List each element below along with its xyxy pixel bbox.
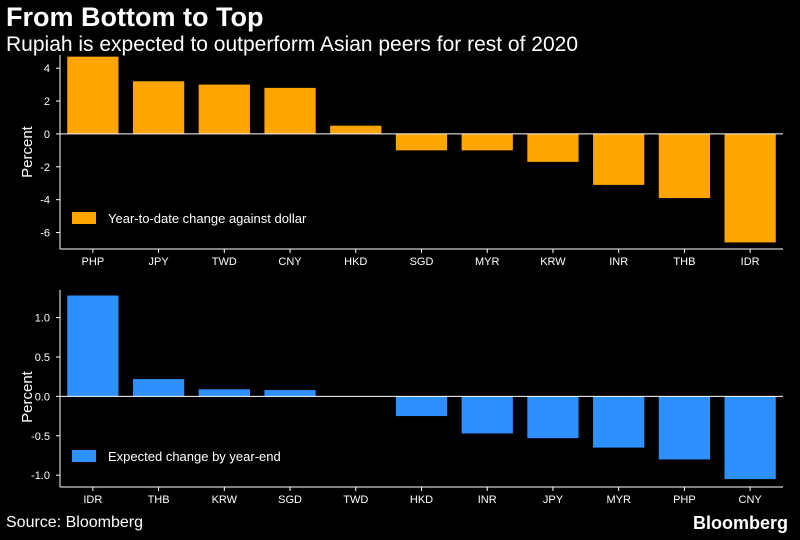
legend-swatch	[72, 450, 96, 462]
chart-title: From Bottom to Top	[6, 2, 264, 32]
x-tick-label: IDR	[741, 256, 760, 268]
bar-php	[658, 396, 711, 460]
x-tick-label: TWD	[343, 494, 368, 506]
x-tick-label: IDR	[83, 494, 102, 506]
x-tick-label: PHP	[673, 494, 696, 506]
x-tick-label: INR	[609, 256, 628, 268]
x-tick-label: CNY	[739, 494, 763, 506]
x-tick-label: KRW	[212, 494, 238, 506]
bar-cny	[264, 87, 316, 134]
y-axis-label: Percent	[19, 370, 36, 423]
x-tick-label: INR	[478, 494, 497, 506]
bar-twd	[198, 84, 250, 134]
x-tick-label: JPY	[148, 256, 169, 268]
bar-sgd	[395, 133, 448, 151]
x-tick-label: HKD	[410, 494, 433, 506]
x-tick-label: THB	[673, 256, 695, 268]
bar-idr	[67, 295, 119, 397]
y-tick-label: -2	[40, 162, 50, 174]
y-tick-label: 0.5	[35, 352, 50, 364]
y-tick-label: -0.5	[31, 431, 50, 443]
x-tick-label: CNY	[278, 256, 302, 268]
bar-hkd	[395, 396, 448, 417]
y-tick-label: 0.0	[35, 391, 50, 403]
source-note: Source: Bloomberg	[6, 514, 143, 531]
bar-myr	[461, 133, 513, 151]
x-tick-label: SGD	[410, 256, 434, 268]
y-tick-label: -1.0	[31, 470, 50, 482]
x-tick-label: THB	[148, 494, 170, 506]
y-axis-label: Percent	[19, 125, 36, 178]
bar-jpy	[132, 81, 185, 134]
y-tick-label: 0	[44, 129, 50, 141]
x-tick-label: TWD	[212, 256, 237, 268]
x-tick-label: KRW	[540, 256, 566, 268]
x-tick-label: MYR	[475, 256, 500, 268]
y-tick-label: -4	[40, 195, 50, 207]
bar-myr	[593, 396, 645, 448]
legend-label: Year-to-date change against dollar	[108, 211, 307, 226]
bar-krw	[527, 133, 579, 162]
bar-inr	[593, 133, 645, 185]
bar-thb	[658, 133, 711, 199]
legend-label: Expected change by year-end	[108, 449, 281, 464]
bar-thb	[132, 379, 185, 397]
bar-sgd	[264, 390, 316, 397]
y-tick-label: 4	[44, 63, 50, 75]
y-tick-label: -6	[40, 228, 50, 240]
bar-hkd	[330, 125, 382, 134]
brand-logo: Bloomberg	[692, 513, 788, 533]
y-tick-label: 2	[44, 96, 50, 108]
y-tick-label: 1.0	[35, 313, 50, 325]
chart-subtitle: Rupiah is expected to outperform Asian p…	[6, 33, 578, 56]
bar-cny	[724, 396, 776, 480]
bar-php	[67, 56, 119, 134]
x-tick-label: PHP	[82, 256, 105, 268]
x-tick-label: MYR	[606, 494, 631, 506]
bar-krw	[198, 389, 250, 397]
bar-inr	[461, 396, 513, 434]
legend-swatch	[72, 212, 96, 224]
x-tick-label: HKD	[344, 256, 367, 268]
x-tick-label: JPY	[543, 494, 564, 506]
x-tick-label: SGD	[278, 494, 302, 506]
bar-jpy	[527, 396, 579, 439]
bar-idr	[724, 133, 776, 243]
